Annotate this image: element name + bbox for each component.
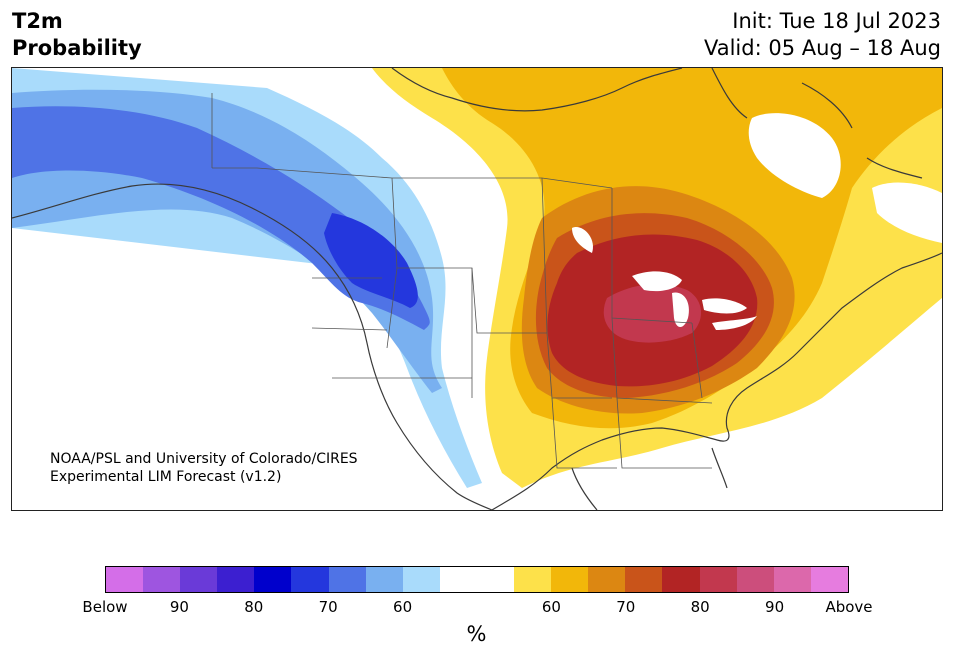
colorbar-tick-label: 60: [393, 598, 413, 616]
colorbar-tick-label: Below: [82, 598, 128, 616]
colorbar-segment: [402, 567, 440, 592]
probability-map: [12, 68, 942, 510]
map-panel: NOAA/PSL and University of Colorado/CIRE…: [11, 67, 943, 511]
colorbar-segment: [106, 567, 144, 592]
colorbar-segment: [328, 567, 366, 592]
colorbar-tick-label: 70: [318, 598, 338, 616]
colorbar-segment: [254, 567, 292, 592]
coastlines: [12, 68, 942, 510]
colorbar-segment: [810, 567, 848, 592]
colorbar-segment: [291, 567, 329, 592]
colorbar-segment: [551, 567, 589, 592]
colorbar-segment: [365, 567, 403, 592]
lakes-and-masks: [572, 113, 942, 330]
colorbar-segment: [143, 567, 181, 592]
colorbar-segment: [588, 567, 626, 592]
colorbar-unit: %: [466, 622, 487, 646]
colorbar-segment: [699, 567, 737, 592]
colorbar-segment: [662, 567, 700, 592]
product-label: Probability: [12, 36, 142, 60]
variable-label: T2m: [12, 9, 63, 33]
colorbar-segment: [736, 567, 774, 592]
below-normal-shading: [12, 68, 492, 510]
colorbar-segment: [439, 567, 477, 592]
colorbar-tick-label: 70: [616, 598, 636, 616]
credit-line-1: NOAA/PSL and University of Colorado/CIRE…: [50, 451, 358, 467]
colorbar-segment: [476, 567, 515, 592]
colorbar-segment: [773, 567, 811, 592]
colorbar-segment: [625, 567, 663, 592]
colorbar: [105, 566, 849, 593]
init-date: Init: Tue 18 Jul 2023: [732, 9, 941, 33]
map-title: T2m Probability: [12, 8, 142, 62]
colorbar-tick-label: 90: [765, 598, 785, 616]
colorbar-tick-label: 80: [690, 598, 710, 616]
colorbar-tick-label: 90: [169, 598, 189, 616]
colorbar-tick-label: Above: [825, 598, 873, 616]
colorbar-ticks: Below 90 80 70 60 60 70 80 90 Above: [82, 598, 872, 618]
colorbar-tick-label: 80: [244, 598, 264, 616]
colorbar-segment: [217, 567, 255, 592]
credit-line-2: Experimental LIM Forecast (v1.2): [50, 469, 282, 485]
colorbar-segment: [514, 567, 552, 592]
forecast-dates: Init: Tue 18 Jul 2023 Valid: 05 Aug – 18…: [704, 8, 941, 62]
political-borders: [211, 93, 713, 469]
colorbar-tick-label: 60: [541, 598, 561, 616]
valid-dates: Valid: 05 Aug – 18 Aug: [703, 36, 941, 60]
shade-80-below: [12, 106, 430, 331]
shade-90-below: [324, 213, 418, 308]
map-credit: NOAA/PSL and University of Colorado/CIRE…: [50, 450, 358, 486]
colorbar-segment: [180, 567, 218, 592]
